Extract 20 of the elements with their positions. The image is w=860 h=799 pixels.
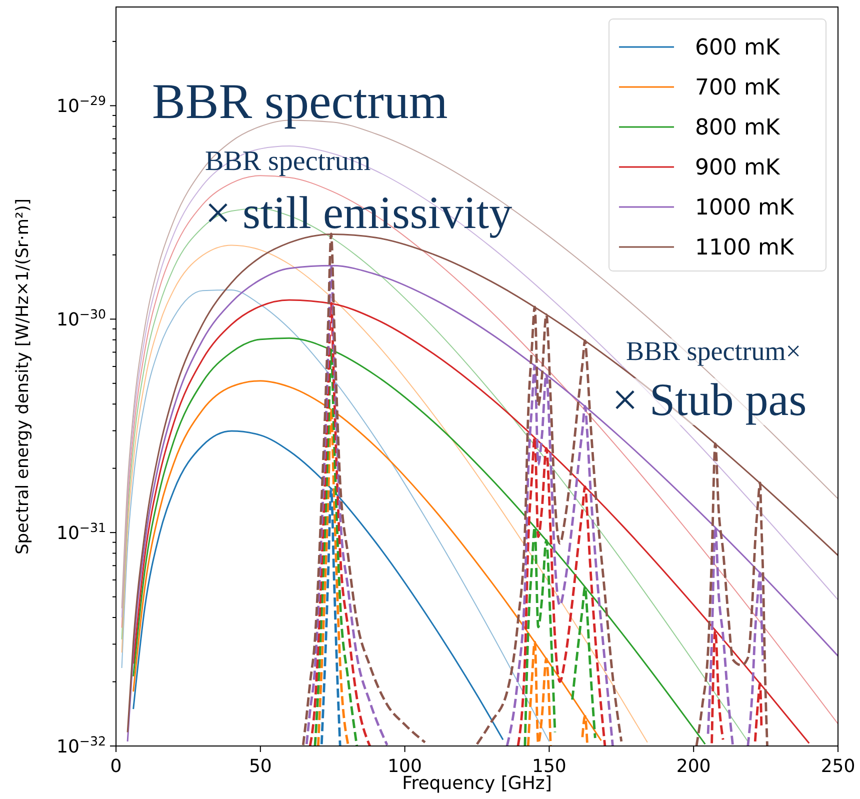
annotation: × Stub pas (612, 374, 807, 425)
legend-label: 1100 mK (695, 236, 794, 261)
legend-label: 1000 mK (695, 196, 794, 221)
legend-label: 600 mK (695, 36, 780, 61)
y-tick-label: 10$^{−31}$ (56, 519, 106, 544)
x-tick-label: 200 (676, 756, 711, 777)
y-axis-title: Spectral energy density [W/Hz×1/(Sr·m²)] (13, 198, 33, 555)
x-tick-label: 250 (820, 756, 856, 777)
y-tick-label: 10$^{−29}$ (56, 92, 106, 117)
x-tick-label: 0 (110, 756, 122, 777)
legend-label: 800 mK (695, 116, 780, 141)
x-tick-label: 50 (248, 756, 272, 777)
y-tick-label: 10$^{−32}$ (56, 732, 106, 758)
annotation: BBR spectrum (152, 73, 448, 129)
annotation: BBR spectrum× (626, 336, 801, 366)
annotation: × still emissivity (205, 187, 512, 238)
y-tick-label: 10$^{−30}$ (56, 306, 106, 330)
legend-label: 900 mK (695, 156, 780, 181)
legend-label: 700 mK (695, 76, 780, 101)
annotation: BBR spectrum (205, 146, 371, 177)
